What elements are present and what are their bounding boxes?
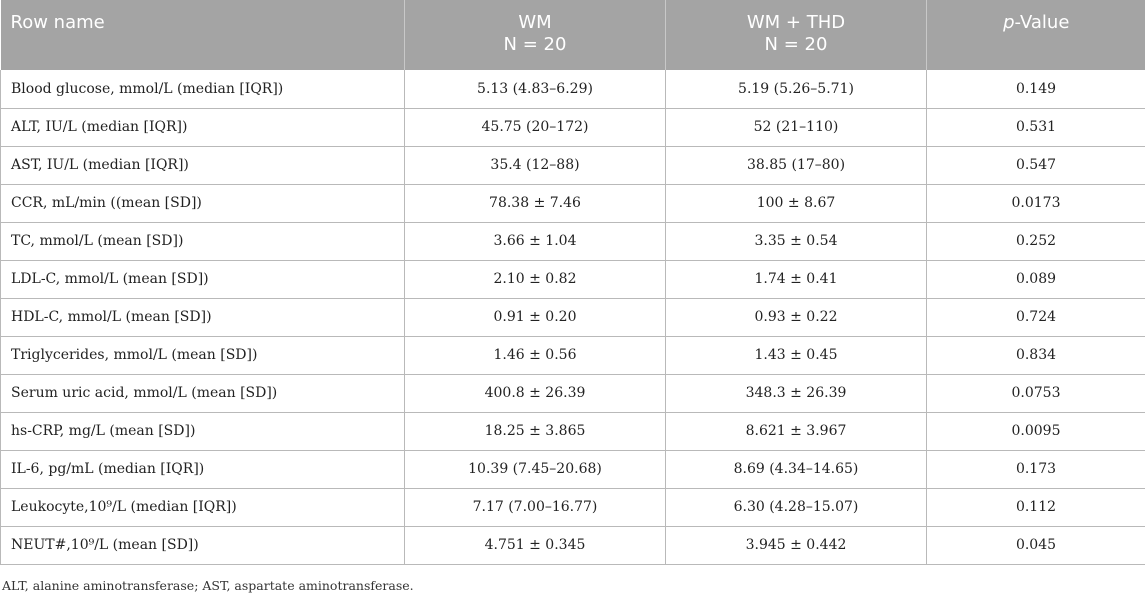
wm-value-cell: 1.46 ± 0.56 xyxy=(404,336,666,375)
table-row: AST, IU/L (median [IQR]) 35.4 (12–88) 38.8… xyxy=(0,146,1145,185)
header-wm-thd-label: WM + THD xyxy=(746,12,846,33)
wm-value-cell: 0.91 ± 0.20 xyxy=(404,298,666,337)
wm-value-cell: 10.39 (7.45–20.68) xyxy=(404,450,666,489)
table-row: LDL-C, mmol/L (mean [SD]) 2.10 ± 0.82 1.74… xyxy=(0,260,1145,299)
row-name-cell: Serum uric acid, mmol/L (mean [SD]) xyxy=(0,374,405,413)
header-wm-label: WM xyxy=(518,12,552,33)
p-value-cell: 0.531 xyxy=(926,108,1145,147)
table-row: Serum uric acid, mmol/L (mean [SD]) 400.8… xyxy=(0,374,1145,413)
p-value-cell: 0.252 xyxy=(926,222,1145,261)
table-row: IL-6, pg/mL (median [IQR]) 10.39 (7.45–20… xyxy=(0,450,1145,489)
row-name-cell: HDL-C, mmol/L (mean [SD]) xyxy=(0,298,405,337)
row-name-cell: Triglycerides, mmol/L (mean [SD]) xyxy=(0,336,405,375)
table-row: hs-CRP, mg/L (mean [SD]) 18.25 ± 3.865 8.6… xyxy=(0,412,1145,451)
header-p-value: p-Value xyxy=(926,0,1145,70)
table-row: Triglycerides, mmol/L (mean [SD]) 1.46 ± … xyxy=(0,336,1145,375)
wm-value-cell: 3.66 ± 1.04 xyxy=(404,222,666,261)
table-row: ALT, IU/L (median [IQR]) 45.75 (20–172) 52… xyxy=(0,108,1145,147)
wm-thd-value-cell: 6.30 (4.28–15.07) xyxy=(665,488,927,527)
row-name-cell: NEUT#,10⁹/L (mean [SD]) xyxy=(0,526,405,565)
header-wm: WM N = 20 xyxy=(404,0,666,70)
table-body: Blood glucose, mmol/L (median [IQR]) 5.13… xyxy=(0,70,1145,565)
wm-thd-value-cell: 38.85 (17–80) xyxy=(665,146,927,185)
wm-thd-value-cell: 100 ± 8.67 xyxy=(665,184,927,223)
table-row: HDL-C, mmol/L (mean [SD]) 0.91 ± 0.20 0.93… xyxy=(0,298,1145,337)
row-name-cell: Leukocyte,10⁹/L (median [IQR]) xyxy=(0,488,405,527)
wm-value-cell: 400.8 ± 26.39 xyxy=(404,374,666,413)
wm-thd-value-cell: 5.19 (5.26–5.71) xyxy=(665,70,927,109)
row-name-cell: hs-CRP, mg/L (mean [SD]) xyxy=(0,412,405,451)
p-value-cell: 0.112 xyxy=(926,488,1145,527)
row-name-cell: IL-6, pg/mL (median [IQR]) xyxy=(0,450,405,489)
header-wm-thd: WM + THD N = 20 xyxy=(665,0,927,70)
p-value-cell: 0.724 xyxy=(926,298,1145,337)
header-row-name-label: Row name xyxy=(10,12,105,33)
row-name-cell: AST, IU/L (median [IQR]) xyxy=(0,146,405,185)
table-footnote: ALT, alanine aminotransferase; AST, aspa… xyxy=(2,578,414,593)
row-name-cell: Blood glucose, mmol/L (median [IQR]) xyxy=(0,70,405,109)
row-name-cell: CCR, mL/min ((mean [SD]) xyxy=(0,184,405,223)
wm-value-cell: 18.25 ± 3.865 xyxy=(404,412,666,451)
table-header: Row name WM N = 20 WM + THD N = 20 p-Val… xyxy=(0,0,1145,70)
wm-value-cell: 7.17 (7.00–16.77) xyxy=(404,488,666,527)
row-name-cell: LDL-C, mmol/L (mean [SD]) xyxy=(0,260,405,299)
p-value-cell: 0.0173 xyxy=(926,184,1145,223)
p-value-cell: 0.0753 xyxy=(926,374,1145,413)
wm-thd-value-cell: 52 (21–110) xyxy=(665,108,927,147)
p-value-cell: 0.0095 xyxy=(926,412,1145,451)
p-value-cell: 0.149 xyxy=(926,70,1145,109)
header-p-rest: -Value xyxy=(1014,12,1070,33)
wm-value-cell: 45.75 (20–172) xyxy=(404,108,666,147)
wm-thd-value-cell: 1.74 ± 0.41 xyxy=(665,260,927,299)
table-row: NEUT#,10⁹/L (mean [SD]) 4.751 ± 0.345 3.94… xyxy=(0,526,1145,565)
row-name-cell: ALT, IU/L (median [IQR]) xyxy=(0,108,405,147)
row-name-cell: TC, mmol/L (mean [SD]) xyxy=(0,222,405,261)
wm-thd-value-cell: 348.3 ± 26.39 xyxy=(665,374,927,413)
results-table: Row name WM N = 20 WM + THD N = 20 p-Val… xyxy=(0,0,1145,565)
table-row: Blood glucose, mmol/L (median [IQR]) 5.13… xyxy=(0,70,1145,109)
wm-thd-value-cell: 3.945 ± 0.442 xyxy=(665,526,927,565)
p-value-cell: 0.173 xyxy=(926,450,1145,489)
wm-thd-value-cell: 1.43 ± 0.45 xyxy=(665,336,927,375)
header-wm-thd-count: N = 20 xyxy=(764,34,828,55)
header-wm-count: N = 20 xyxy=(503,34,567,55)
p-value-cell: 0.089 xyxy=(926,260,1145,299)
p-value-cell: 0.547 xyxy=(926,146,1145,185)
p-value-cell: 0.834 xyxy=(926,336,1145,375)
p-value-cell: 0.045 xyxy=(926,526,1145,565)
wm-value-cell: 78.38 ± 7.46 xyxy=(404,184,666,223)
table-row: Leukocyte,10⁹/L (median [IQR]) 7.17 (7.00… xyxy=(0,488,1145,527)
wm-value-cell: 2.10 ± 0.82 xyxy=(404,260,666,299)
wm-thd-value-cell: 8.621 ± 3.967 xyxy=(665,412,927,451)
header-p-italic: p xyxy=(1003,12,1015,33)
header-row-name: Row name xyxy=(0,0,405,70)
wm-thd-value-cell: 0.93 ± 0.22 xyxy=(665,298,927,337)
header-row: Row name WM N = 20 WM + THD N = 20 p-Val… xyxy=(0,0,1145,70)
table-row: TC, mmol/L (mean [SD]) 3.66 ± 1.04 3.35 ± … xyxy=(0,222,1145,261)
wm-thd-value-cell: 3.35 ± 0.54 xyxy=(665,222,927,261)
wm-value-cell: 4.751 ± 0.345 xyxy=(404,526,666,565)
wm-value-cell: 35.4 (12–88) xyxy=(404,146,666,185)
table-row: CCR, mL/min ((mean [SD]) 78.38 ± 7.46 100 … xyxy=(0,184,1145,223)
wm-value-cell: 5.13 (4.83–6.29) xyxy=(404,70,666,109)
wm-thd-value-cell: 8.69 (4.34–14.65) xyxy=(665,450,927,489)
